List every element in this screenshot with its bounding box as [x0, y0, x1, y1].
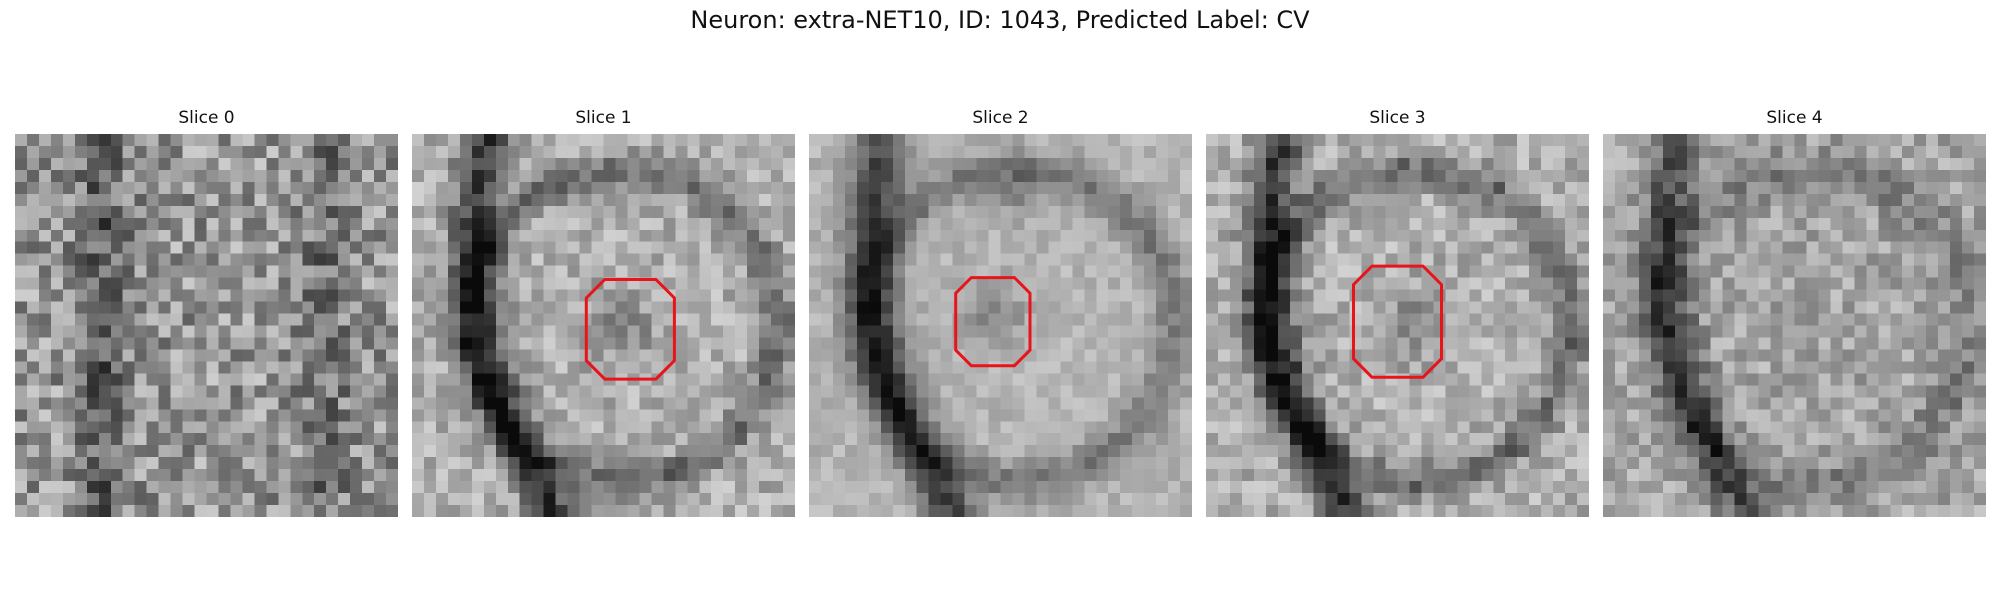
- figure-title: Neuron: extra-NET10, ID: 1043, Predicted…: [690, 6, 1310, 34]
- slice-image: [809, 134, 1192, 517]
- slice-image: [1206, 134, 1589, 517]
- slice-image: [15, 134, 398, 517]
- slice-image: [1603, 134, 1986, 517]
- slice-title: Slice 4: [1766, 108, 1823, 128]
- slice-title: Slice 0: [178, 108, 235, 128]
- slice-title: Slice 2: [972, 108, 1029, 128]
- slice-image: [412, 134, 795, 517]
- slice-title: Slice 3: [1369, 108, 1426, 128]
- slice-title: Slice 1: [575, 108, 632, 128]
